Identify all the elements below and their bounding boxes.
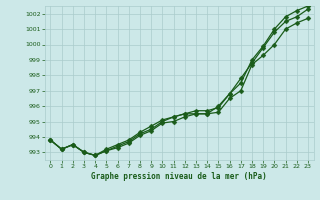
X-axis label: Graphe pression niveau de la mer (hPa): Graphe pression niveau de la mer (hPa) bbox=[91, 172, 267, 181]
